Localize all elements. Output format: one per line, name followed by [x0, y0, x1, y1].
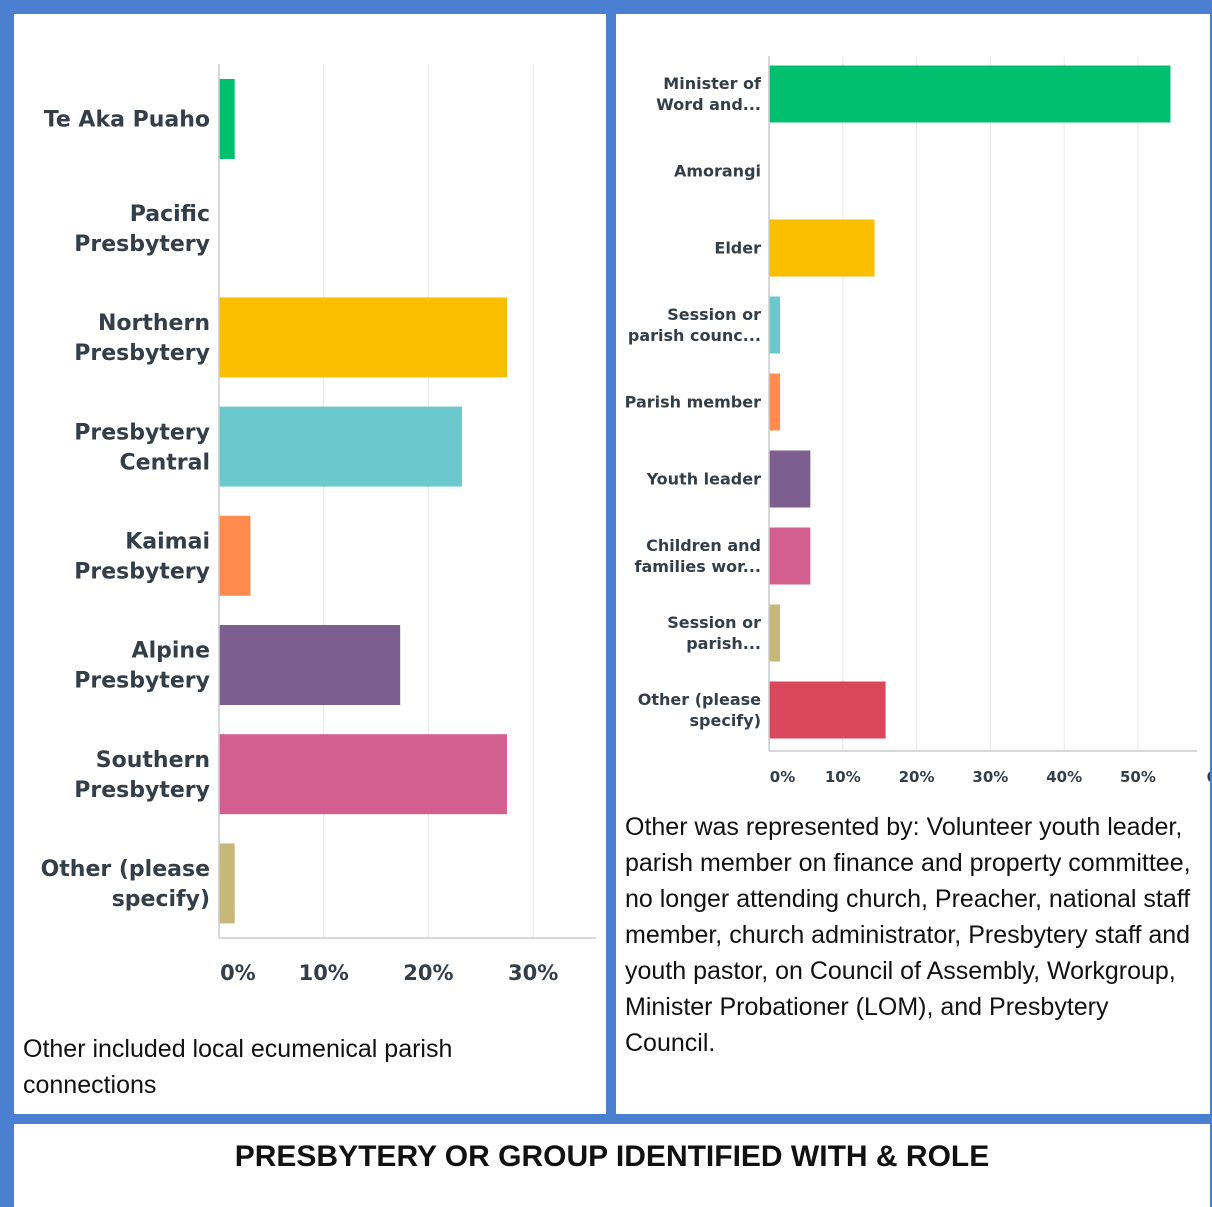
category-label: Amorangi	[674, 162, 761, 181]
bar	[769, 604, 781, 662]
category-label: Presbytery	[74, 341, 210, 366]
category-label: Presbytery	[74, 669, 210, 694]
category-label: Southern	[96, 748, 210, 773]
category-label: parish...	[686, 634, 761, 653]
bar	[769, 219, 875, 277]
category-label: Session or	[667, 305, 761, 324]
x-tick-label: 20%	[899, 768, 935, 786]
frame-divider-vertical	[606, 0, 616, 1124]
bar	[219, 297, 507, 378]
right-panel: Minister of Word and... Amorangi Elder Sessi…	[616, 14, 1210, 1114]
frame-divider-horizontal	[0, 1114, 1212, 1124]
x-tick-label: 50%	[1120, 768, 1156, 786]
category-label: Children and	[646, 536, 761, 555]
category-label: Word and...	[656, 95, 761, 114]
bar	[219, 515, 251, 596]
x-tick-label: 30%	[972, 768, 1008, 786]
x-tick-label: 30%	[508, 961, 558, 985]
category-label: Central	[120, 450, 210, 475]
category-label: families wor...	[635, 557, 761, 576]
bar	[219, 843, 235, 924]
left-panel: Te Aka Puaho Pacific Presbytery Northern Pre…	[14, 14, 606, 1114]
category-label: Other (please	[41, 857, 210, 882]
category-label: Presbytery	[74, 560, 210, 585]
frame-border-right	[1210, 0, 1212, 1207]
bar	[219, 734, 507, 815]
x-tick-label: 20%	[403, 961, 453, 985]
category-label: specify)	[112, 887, 210, 912]
category-label: Minister of	[663, 74, 762, 93]
bar	[219, 79, 235, 159]
category-label: Te Aka Puaho	[44, 108, 210, 133]
category-label: Alpine	[132, 639, 210, 664]
left-note: Other included local ecumenical parish c…	[23, 1035, 453, 1099]
page-title: PRESBYTERY OR GROUP IDENTIFIED WITH & RO…	[234, 1140, 990, 1173]
category-label: Elder	[714, 239, 761, 258]
category-label: specify)	[690, 711, 762, 730]
category-label: Kaimai	[125, 530, 210, 555]
category-label: Other (please	[638, 690, 761, 709]
category-label: parish counc...	[628, 326, 761, 345]
category-label: Youth leader	[646, 470, 762, 489]
category-label: Session or	[667, 613, 761, 632]
bar	[769, 296, 781, 354]
x-tick-label: 10%	[299, 961, 349, 985]
x-tick-label: 0%	[770, 768, 795, 786]
x-tick-label: 10%	[825, 768, 861, 786]
right-note: Other was represented by: Volunteer yout…	[625, 813, 1191, 1057]
frame-border-left	[0, 0, 14, 1207]
category-label: Northern	[98, 311, 210, 336]
bar	[219, 625, 401, 705]
bar	[769, 65, 1171, 123]
category-label: Presbytery	[74, 778, 210, 803]
bar	[769, 450, 811, 508]
bar	[219, 406, 462, 487]
category-label: Parish member	[625, 393, 761, 412]
category-label: Presbytery	[74, 232, 210, 257]
x-tick-label: 0%	[220, 961, 256, 985]
x-tick-label: 40%	[1046, 768, 1082, 786]
x-tick-label: 6	[1207, 768, 1210, 786]
bar	[769, 527, 811, 585]
bar	[769, 373, 781, 431]
category-label: Presbytery	[74, 420, 210, 445]
bar	[769, 681, 886, 739]
role-bar-chart: Minister of Word and... Amorangi Elder Sessi…	[625, 56, 1210, 786]
bottom-panel: PRESBYTERY OR GROUP IDENTIFIED WITH & RO…	[14, 1124, 1210, 1207]
category-label: Pacific	[130, 202, 210, 227]
presbytery-bar-chart: Te Aka Puaho Pacific Presbytery Northern Pre…	[41, 64, 596, 985]
